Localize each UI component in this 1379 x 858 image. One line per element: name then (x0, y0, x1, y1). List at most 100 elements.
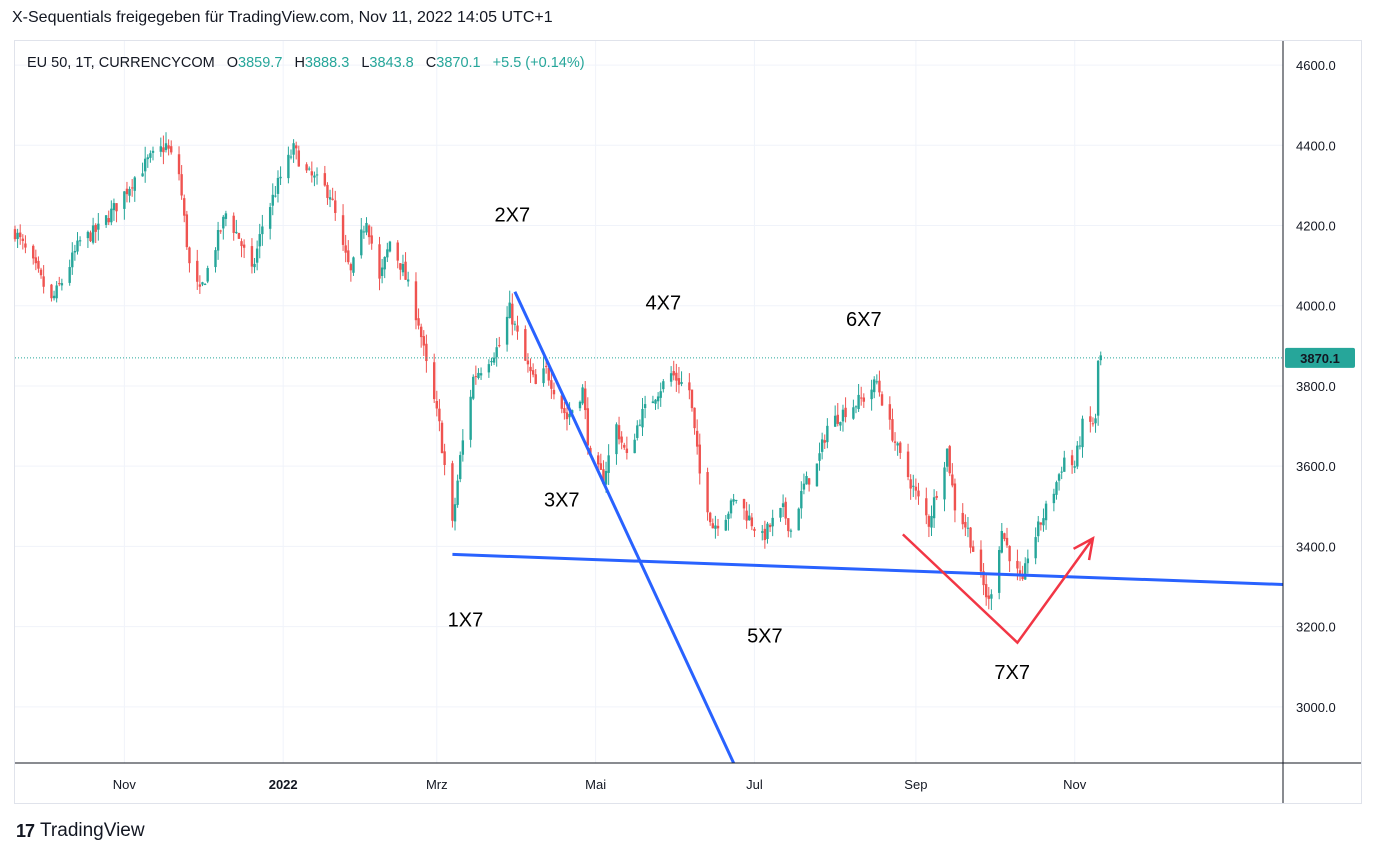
candle-body (323, 173, 327, 186)
x-tick-label: Mai (585, 777, 606, 792)
candle-body (222, 216, 225, 229)
candle-body (526, 360, 530, 365)
x-tick-label: Mrz (426, 777, 448, 792)
candle-body (839, 422, 842, 426)
candle-body (695, 430, 699, 447)
candle-body (188, 247, 191, 264)
annotation-label[interactable]: 4X7 (646, 293, 682, 315)
candle-body (258, 234, 261, 247)
candle-body (544, 365, 548, 367)
candle-body (542, 368, 545, 384)
y-tick-label: 4400.0 (1296, 138, 1336, 153)
tradingview-logo-icon: 17 (16, 820, 35, 841)
candle-body (1021, 576, 1024, 580)
resistance-trendline[interactable] (513, 291, 735, 764)
candle-body (531, 370, 535, 375)
candle-body (586, 408, 590, 446)
candle-body (729, 500, 733, 514)
candle-body (362, 231, 366, 233)
candle-body (276, 177, 280, 194)
candle-body (78, 240, 82, 242)
annotation-label[interactable]: 5X7 (747, 626, 783, 648)
candle-body (97, 223, 100, 230)
x-tick-label: Jul (746, 777, 763, 792)
candle-body (880, 394, 884, 406)
candle-body (104, 215, 108, 225)
candle-body (766, 523, 769, 539)
candle-body (151, 150, 155, 153)
candle-body (130, 187, 134, 189)
candle-body (235, 231, 238, 234)
candle-body (214, 250, 217, 268)
candle-body (328, 197, 332, 200)
candle-body (341, 215, 345, 245)
candle-body (203, 284, 207, 286)
candle-body (672, 371, 675, 376)
candle-body (271, 194, 274, 206)
candle-body (1003, 533, 1006, 540)
change-value: +5.5 (+0.14%) (492, 55, 585, 71)
candle-body (216, 230, 220, 251)
brand-name: TradingView (40, 820, 145, 841)
x-tick-label: Nov (113, 777, 137, 792)
candle-body (516, 325, 519, 332)
candle-body (914, 486, 918, 491)
candle-body (479, 373, 483, 376)
last-price-tag (1285, 347, 1355, 368)
candle-body (89, 232, 92, 242)
candle-body (167, 145, 170, 149)
candle-body (706, 472, 709, 513)
candle-body (352, 257, 355, 273)
candle-body (279, 176, 282, 179)
candle-body (893, 441, 897, 443)
annotation-label[interactable]: 3X7 (544, 489, 580, 511)
candle-body (716, 525, 720, 529)
annotation-label[interactable]: 6X7 (846, 309, 882, 331)
candle-body (261, 226, 264, 235)
candle-body (32, 245, 35, 259)
candle-body (584, 388, 587, 411)
annotation-label[interactable]: 7X7 (994, 662, 1030, 684)
candle-body (196, 260, 199, 282)
candle-body (1000, 531, 1004, 553)
candle-body (1057, 474, 1061, 481)
candle-body (932, 497, 936, 519)
tradingview-branding[interactable]: 17 TradingView (16, 820, 145, 842)
candle-body (55, 285, 58, 299)
candle-body (953, 483, 957, 511)
y-tick-label: 4200.0 (1296, 219, 1336, 234)
candle-body (443, 451, 446, 465)
candle-body (987, 595, 990, 599)
candle-body (951, 474, 954, 486)
annotation-label[interactable]: 1X7 (448, 610, 484, 632)
high-value: 3888.3 (304, 55, 350, 71)
candle-body (39, 269, 43, 276)
candle-body (344, 245, 347, 253)
y-tick-label: 3200.0 (1296, 620, 1336, 635)
candle-body (750, 517, 754, 527)
candle-body (563, 408, 566, 414)
x-tick-label: 2022 (269, 777, 298, 792)
candle-body (401, 264, 405, 273)
candle-body (771, 517, 774, 527)
y-tick-label: 4600.0 (1296, 58, 1336, 73)
candle-body (607, 455, 610, 473)
candle-body (651, 401, 655, 404)
candle-body (878, 380, 881, 393)
candle-body (748, 515, 751, 521)
chart-frame (14, 40, 1362, 804)
candle-body (1052, 493, 1056, 504)
candle-body (492, 357, 496, 363)
candle-body (833, 415, 837, 427)
candle-body (107, 218, 110, 223)
symbol-name[interactable]: EU 50, 1T, CURRENCYCOM (27, 55, 215, 71)
candle-body (1076, 445, 1079, 467)
candle-body (979, 549, 983, 572)
candle-body (292, 143, 295, 155)
candle-body (438, 408, 441, 422)
support-trendline[interactable] (452, 552, 1284, 587)
annotation-label[interactable]: 2X7 (495, 205, 531, 227)
arrow-path[interactable] (902, 533, 1094, 645)
candle-body (708, 512, 712, 523)
